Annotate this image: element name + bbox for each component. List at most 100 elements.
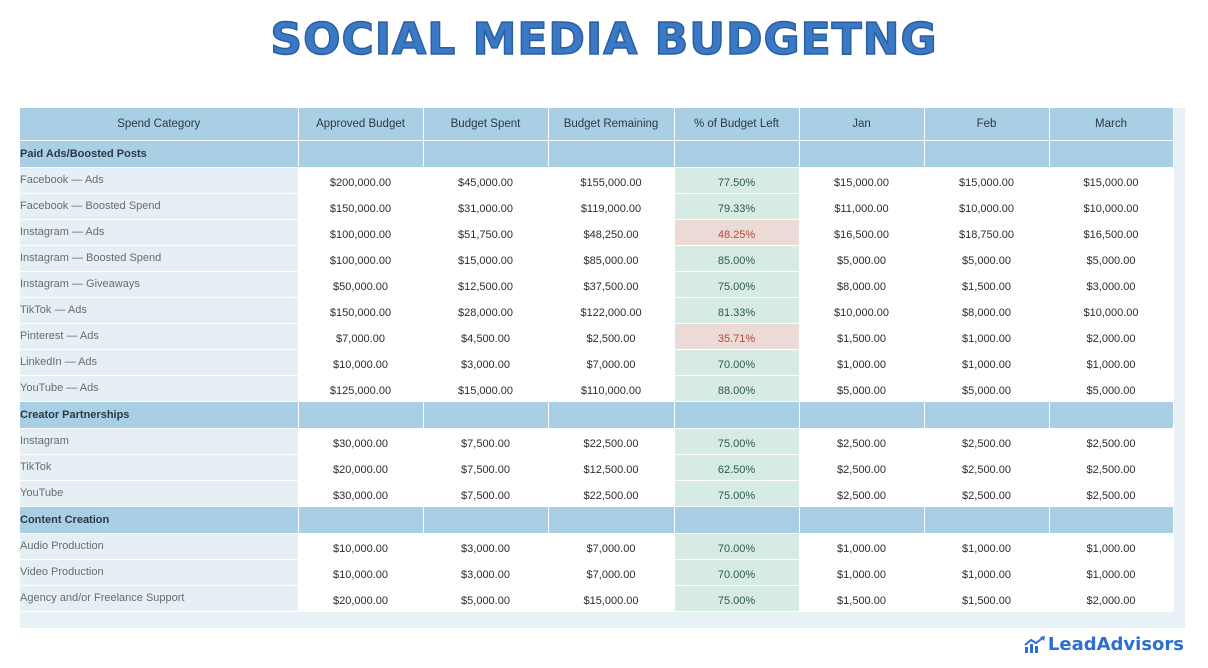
approved-budget-cell[interactable]: $20,000.00	[298, 454, 424, 481]
spend-category-cell[interactable]: Facebook — Boosted Spend	[20, 193, 299, 220]
percent-left-cell[interactable]: 35.71%	[674, 323, 800, 350]
march-cell[interactable]: $2,500.00	[1049, 480, 1174, 507]
percent-left-cell[interactable]: 85.00%	[674, 245, 800, 272]
section-empty-cell[interactable]	[298, 401, 424, 429]
jan-cell[interactable]: $2,500.00	[799, 480, 925, 507]
section-empty-cell[interactable]	[298, 140, 424, 168]
budget-spent-cell[interactable]: $7,500.00	[423, 454, 549, 481]
section-empty-cell[interactable]	[423, 140, 549, 168]
budget-spent-cell[interactable]: $7,500.00	[423, 428, 549, 455]
section-empty-cell[interactable]	[799, 401, 925, 429]
column-header[interactable]: Feb	[924, 108, 1050, 141]
jan-cell[interactable]: $2,500.00	[799, 454, 925, 481]
section-empty-cell[interactable]	[423, 506, 549, 534]
feb-cell[interactable]: $1,000.00	[924, 533, 1050, 560]
march-cell[interactable]: $2,000.00	[1049, 585, 1174, 612]
budget-spent-cell[interactable]: $5,000.00	[423, 585, 549, 612]
spend-category-cell[interactable]: Instagram — Giveaways	[20, 271, 299, 298]
jan-cell[interactable]: $5,000.00	[799, 375, 925, 402]
column-header[interactable]: % of Budget Left	[674, 108, 800, 141]
section-empty-cell[interactable]	[674, 401, 800, 429]
approved-budget-cell[interactable]: $10,000.00	[298, 559, 424, 586]
budget-spent-cell[interactable]: $3,000.00	[423, 559, 549, 586]
percent-left-cell[interactable]: 81.33%	[674, 297, 800, 324]
march-cell[interactable]: $16,500.00	[1049, 219, 1174, 246]
march-cell[interactable]: $1,000.00	[1049, 349, 1174, 376]
budget-remaining-cell[interactable]: $110,000.00	[548, 375, 675, 402]
column-header[interactable]: March	[1049, 108, 1174, 141]
budget-remaining-cell[interactable]: $37,500.00	[548, 271, 675, 298]
jan-cell[interactable]: $1,500.00	[799, 585, 925, 612]
jan-cell[interactable]: $16,500.00	[799, 219, 925, 246]
section-empty-cell[interactable]	[423, 401, 549, 429]
approved-budget-cell[interactable]: $10,000.00	[298, 349, 424, 376]
spend-category-cell[interactable]: YouTube	[20, 480, 299, 507]
column-header[interactable]: Budget Spent	[423, 108, 549, 141]
spend-category-cell[interactable]: LinkedIn — Ads	[20, 349, 299, 376]
march-cell[interactable]: $10,000.00	[1049, 193, 1174, 220]
spend-category-cell[interactable]: Pinterest — Ads	[20, 323, 299, 350]
march-cell[interactable]: $3,000.00	[1049, 271, 1174, 298]
feb-cell[interactable]: $18,750.00	[924, 219, 1050, 246]
march-cell[interactable]: $2,500.00	[1049, 454, 1174, 481]
feb-cell[interactable]: $2,500.00	[924, 428, 1050, 455]
spend-category-cell[interactable]: YouTube — Ads	[20, 375, 299, 402]
approved-budget-cell[interactable]: $30,000.00	[298, 428, 424, 455]
percent-left-cell[interactable]: 75.00%	[674, 428, 800, 455]
approved-budget-cell[interactable]: $7,000.00	[298, 323, 424, 350]
budget-remaining-cell[interactable]: $22,500.00	[548, 480, 675, 507]
percent-left-cell[interactable]: 77.50%	[674, 167, 800, 194]
jan-cell[interactable]: $8,000.00	[799, 271, 925, 298]
march-cell[interactable]: $5,000.00	[1049, 245, 1174, 272]
budget-remaining-cell[interactable]: $7,000.00	[548, 533, 675, 560]
budget-remaining-cell[interactable]: $122,000.00	[548, 297, 675, 324]
section-empty-cell[interactable]	[548, 506, 675, 534]
percent-left-cell[interactable]: 79.33%	[674, 193, 800, 220]
column-header[interactable]: Jan	[799, 108, 925, 141]
budget-spent-cell[interactable]: $45,000.00	[423, 167, 549, 194]
approved-budget-cell[interactable]: $150,000.00	[298, 297, 424, 324]
budget-spent-cell[interactable]: $51,750.00	[423, 219, 549, 246]
jan-cell[interactable]: $1,000.00	[799, 349, 925, 376]
feb-cell[interactable]: $5,000.00	[924, 375, 1050, 402]
budget-spent-cell[interactable]: $3,000.00	[423, 533, 549, 560]
jan-cell[interactable]: $11,000.00	[799, 193, 925, 220]
feb-cell[interactable]: $8,000.00	[924, 297, 1050, 324]
budget-spent-cell[interactable]: $15,000.00	[423, 375, 549, 402]
budget-spent-cell[interactable]: $12,500.00	[423, 271, 549, 298]
section-empty-cell[interactable]	[799, 506, 925, 534]
spend-category-cell[interactable]: Instagram — Ads	[20, 219, 299, 246]
budget-remaining-cell[interactable]: $7,000.00	[548, 349, 675, 376]
spend-category-cell[interactable]: Instagram — Boosted Spend	[20, 245, 299, 272]
spend-category-cell[interactable]: Agency and/or Freelance Support	[20, 585, 299, 612]
section-title[interactable]: Creator Partnerships	[20, 401, 299, 429]
feb-cell[interactable]: $15,000.00	[924, 167, 1050, 194]
march-cell[interactable]: $5,000.00	[1049, 375, 1174, 402]
approved-budget-cell[interactable]: $30,000.00	[298, 480, 424, 507]
budget-spent-cell[interactable]: $7,500.00	[423, 480, 549, 507]
march-cell[interactable]: $10,000.00	[1049, 297, 1174, 324]
budget-remaining-cell[interactable]: $12,500.00	[548, 454, 675, 481]
feb-cell[interactable]: $5,000.00	[924, 245, 1050, 272]
approved-budget-cell[interactable]: $100,000.00	[298, 245, 424, 272]
jan-cell[interactable]: $1,000.00	[799, 533, 925, 560]
feb-cell[interactable]: $2,500.00	[924, 454, 1050, 481]
jan-cell[interactable]: $1,500.00	[799, 323, 925, 350]
percent-left-cell[interactable]: 70.00%	[674, 559, 800, 586]
approved-budget-cell[interactable]: $100,000.00	[298, 219, 424, 246]
approved-budget-cell[interactable]: $10,000.00	[298, 533, 424, 560]
approved-budget-cell[interactable]: $150,000.00	[298, 193, 424, 220]
approved-budget-cell[interactable]: $125,000.00	[298, 375, 424, 402]
budget-remaining-cell[interactable]: $15,000.00	[548, 585, 675, 612]
feb-cell[interactable]: $10,000.00	[924, 193, 1050, 220]
budget-remaining-cell[interactable]: $155,000.00	[548, 167, 675, 194]
march-cell[interactable]: $1,000.00	[1049, 559, 1174, 586]
spend-category-cell[interactable]: Audio Production	[20, 533, 299, 560]
section-empty-cell[interactable]	[1049, 506, 1174, 534]
percent-left-cell[interactable]: 48.25%	[674, 219, 800, 246]
section-empty-cell[interactable]	[674, 506, 800, 534]
section-empty-cell[interactable]	[674, 140, 800, 168]
column-header[interactable]: Budget Remaining	[548, 108, 675, 141]
budget-remaining-cell[interactable]: $85,000.00	[548, 245, 675, 272]
budget-remaining-cell[interactable]: $7,000.00	[548, 559, 675, 586]
